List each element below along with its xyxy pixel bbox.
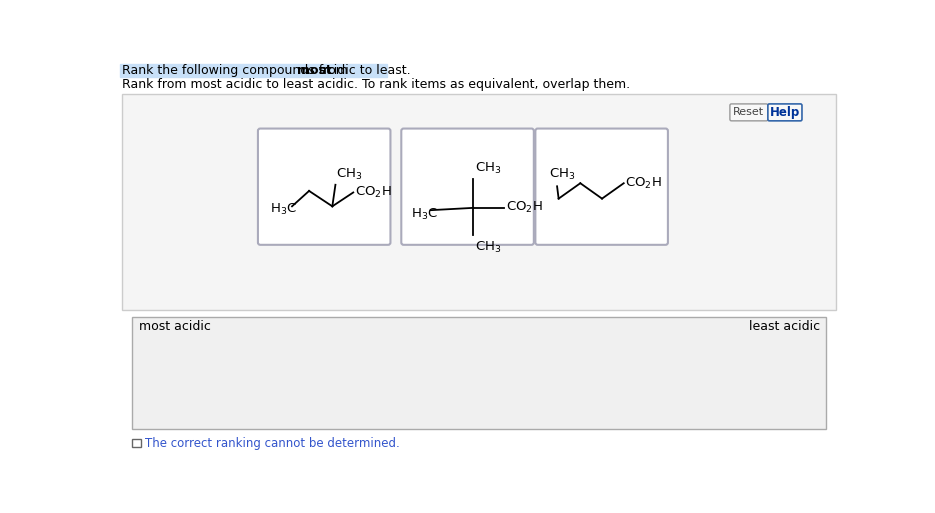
Text: Help: Help — [770, 106, 800, 119]
Text: $\mathregular{CO_2H}$: $\mathregular{CO_2H}$ — [354, 185, 392, 200]
Text: $\mathregular{CH_3}$: $\mathregular{CH_3}$ — [475, 240, 501, 255]
FancyBboxPatch shape — [133, 439, 141, 447]
FancyBboxPatch shape — [536, 129, 668, 245]
Text: Rank from most acidic to least acidic. To rank items as equivalent, overlap them: Rank from most acidic to least acidic. T… — [122, 78, 630, 91]
Text: $\mathregular{CH_3}$: $\mathregular{CH_3}$ — [337, 167, 363, 182]
Text: Reset: Reset — [733, 107, 765, 117]
FancyBboxPatch shape — [122, 94, 836, 309]
Text: acidic to least.: acidic to least. — [315, 64, 410, 77]
Text: $\mathregular{CH_3}$: $\mathregular{CH_3}$ — [550, 167, 576, 182]
Text: Rank the following compounds from: Rank the following compounds from — [122, 64, 352, 77]
Text: least acidic: least acidic — [749, 320, 820, 333]
FancyBboxPatch shape — [133, 317, 826, 429]
FancyBboxPatch shape — [258, 129, 391, 245]
Text: $\mathregular{CH_3}$: $\mathregular{CH_3}$ — [475, 161, 501, 175]
FancyBboxPatch shape — [768, 104, 802, 121]
FancyBboxPatch shape — [730, 104, 768, 121]
FancyBboxPatch shape — [401, 129, 534, 245]
FancyBboxPatch shape — [120, 64, 387, 77]
Text: most acidic: most acidic — [138, 320, 210, 333]
Text: $\mathregular{H_3C}$: $\mathregular{H_3C}$ — [411, 206, 439, 222]
Text: most: most — [296, 64, 331, 77]
Text: $\mathregular{CO_2H}$: $\mathregular{CO_2H}$ — [626, 175, 662, 191]
Text: The correct ranking cannot be determined.: The correct ranking cannot be determined… — [145, 437, 399, 450]
Text: $\mathregular{CO_2H}$: $\mathregular{CO_2H}$ — [506, 200, 542, 215]
Text: $\mathregular{H_3C}$: $\mathregular{H_3C}$ — [269, 202, 296, 217]
